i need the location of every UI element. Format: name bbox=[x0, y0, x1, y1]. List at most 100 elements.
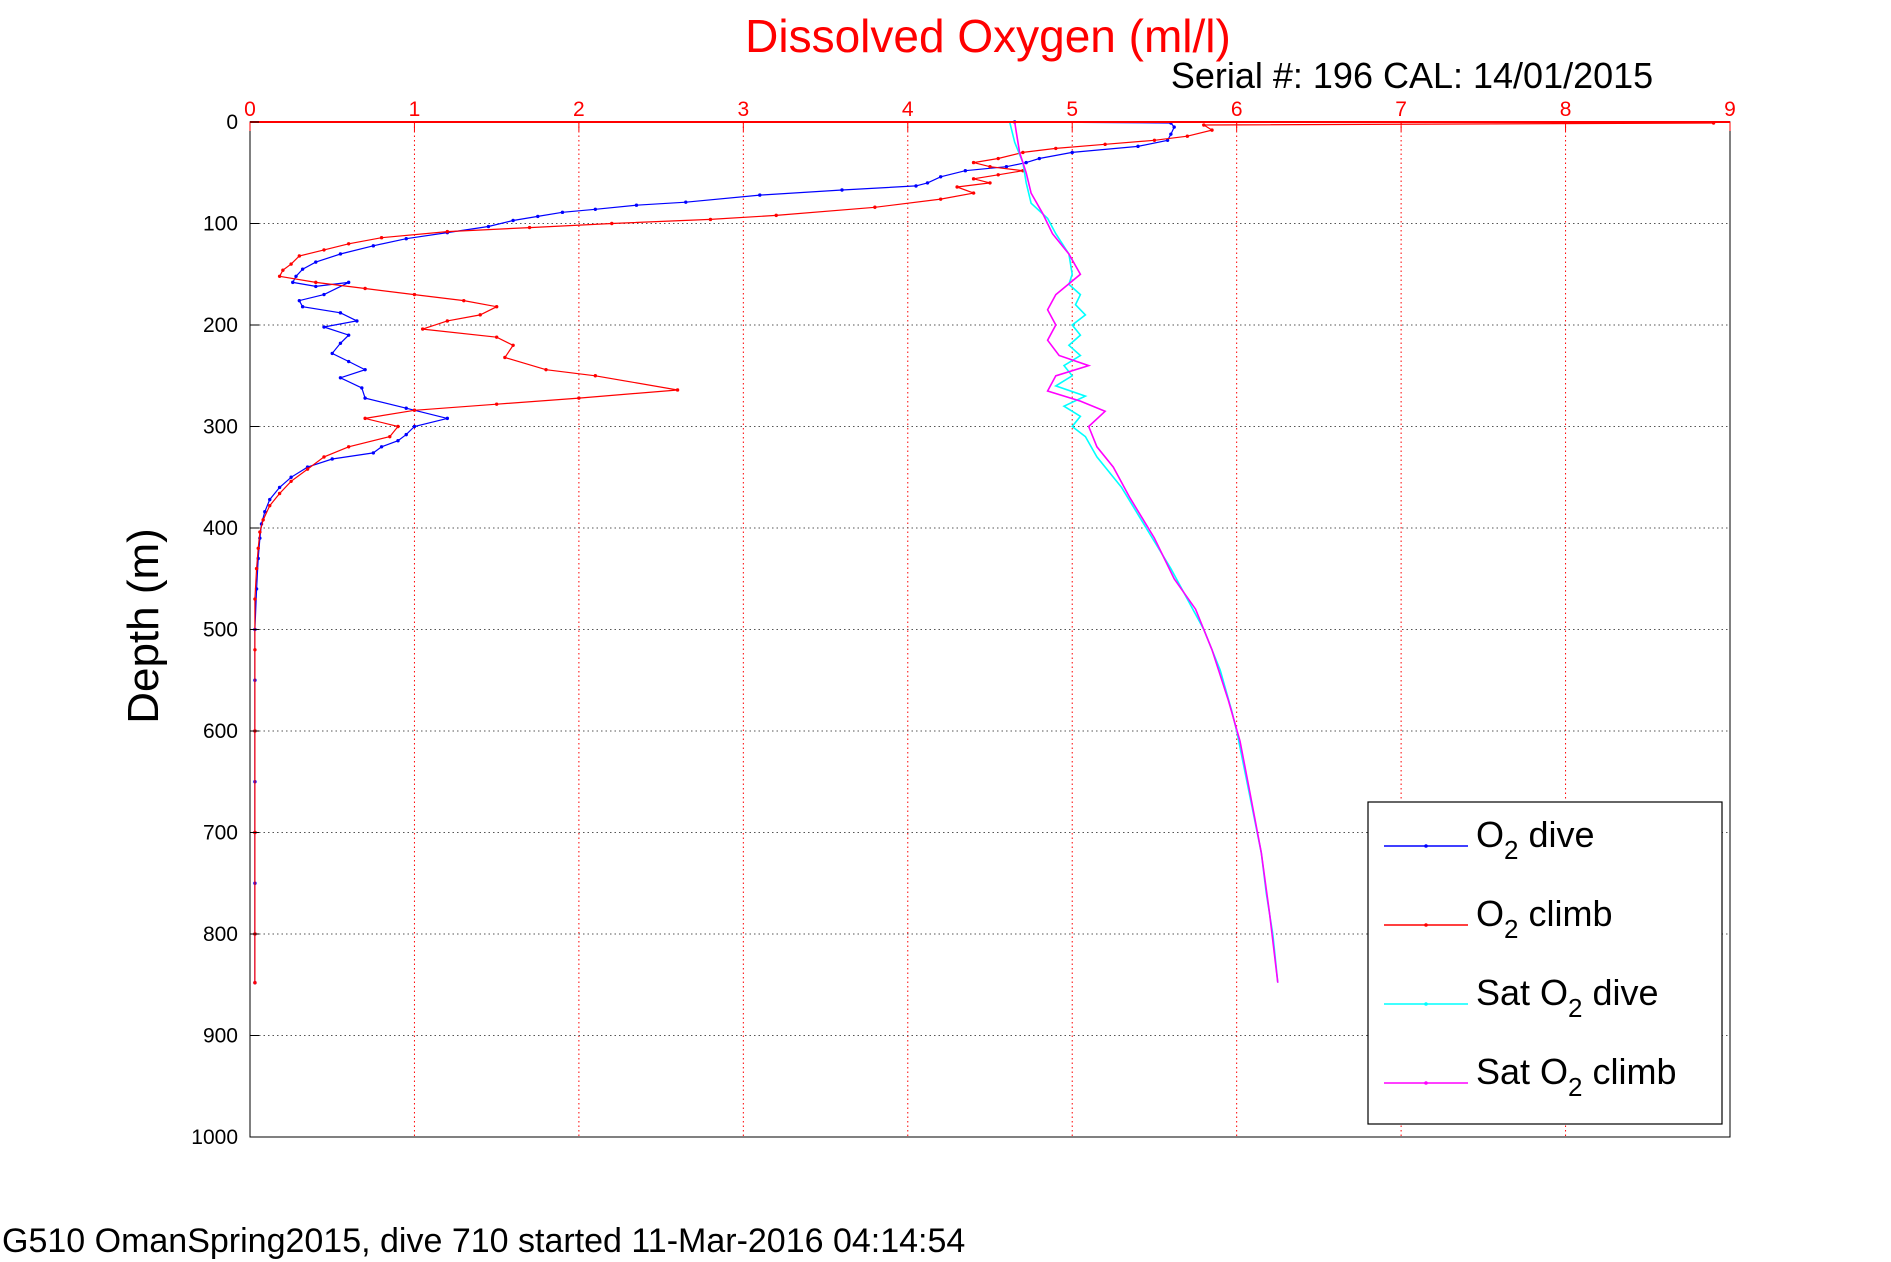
legend-item: O2 climb bbox=[1384, 893, 1613, 944]
data-point-o2-climb bbox=[478, 313, 482, 317]
data-point-o2-climb bbox=[610, 221, 614, 226]
data-point-o2-dive bbox=[322, 292, 326, 297]
data-point-o2-dive bbox=[684, 200, 688, 204]
data-point-o2-dive bbox=[1169, 132, 1173, 136]
data-point-o2-dive bbox=[300, 305, 305, 309]
data-point-o2-climb bbox=[268, 503, 272, 508]
y-tick-label: 400 bbox=[203, 517, 238, 540]
data-point-o2-climb bbox=[1202, 123, 1206, 127]
data-point-o2-dive bbox=[314, 284, 318, 289]
data-point-o2-climb bbox=[289, 479, 293, 484]
x-tick-label: 5 bbox=[1066, 98, 1078, 121]
data-point-o2-climb bbox=[297, 254, 302, 258]
data-point-o2-dive bbox=[291, 280, 295, 285]
data-point-o2-climb bbox=[462, 298, 466, 303]
data-point-o2-climb bbox=[314, 280, 318, 285]
data-point-o2-climb bbox=[1054, 146, 1058, 151]
data-point-o2-climb bbox=[494, 335, 499, 339]
data-point-o2-climb bbox=[988, 164, 992, 169]
data-point-o2-climb bbox=[258, 530, 262, 534]
data-point-o2-climb bbox=[955, 185, 959, 189]
legend-label: Sat O2 climb bbox=[1476, 1051, 1677, 1102]
data-point-o2-climb bbox=[412, 408, 417, 412]
x-tick-label: 3 bbox=[737, 98, 749, 121]
data-point-o2-climb bbox=[494, 305, 499, 309]
legend-marker bbox=[1424, 923, 1428, 927]
data-point-o2-climb bbox=[445, 229, 450, 234]
data-point-o2-dive bbox=[1070, 150, 1074, 155]
data-point-o2-dive bbox=[330, 351, 334, 356]
data-point-o2-dive bbox=[379, 445, 384, 449]
data-point-o2-climb bbox=[253, 648, 257, 652]
legend: O2 dive O2 climb Sat O2 dive Sat O2 climb bbox=[1367, 801, 1723, 1125]
data-point-o2-climb bbox=[1185, 134, 1190, 138]
data-point-o2-climb bbox=[873, 205, 877, 209]
data-point-o2-dive bbox=[297, 298, 302, 303]
series-sat-o2-climb bbox=[1013, 121, 1279, 983]
data-point-o2-climb bbox=[996, 156, 1000, 161]
data-point-o2-dive bbox=[445, 416, 450, 421]
x-tick-label: 4 bbox=[902, 98, 914, 121]
data-point-o2-dive bbox=[1004, 164, 1009, 169]
y-tick-label: 900 bbox=[203, 1025, 238, 1048]
data-point-o2-climb bbox=[379, 236, 384, 240]
chart-subtitle: Serial #: 196 CAL: 14/01/2015 bbox=[1171, 55, 1653, 96]
data-point-o2-dive bbox=[300, 267, 305, 271]
x-tick-label: 0 bbox=[244, 98, 256, 121]
data-point-o2-dive bbox=[758, 193, 762, 197]
legend-label: Sat O2 dive bbox=[1476, 972, 1659, 1023]
data-point-o2-climb bbox=[420, 327, 425, 331]
legend-item: O2 dive bbox=[1384, 814, 1595, 865]
data-point-o2-climb bbox=[971, 160, 976, 165]
data-point-o2-dive bbox=[371, 451, 376, 455]
data-point-o2-dive bbox=[346, 359, 351, 364]
x-tick-label: 9 bbox=[1724, 98, 1736, 121]
data-point-o2-climb bbox=[253, 981, 257, 985]
data-point-o2-dive bbox=[277, 485, 282, 490]
data-point-o2-dive bbox=[268, 497, 272, 502]
x-tick-label: 2 bbox=[573, 98, 585, 121]
data-point-o2-dive bbox=[360, 386, 364, 390]
series-line-o2-dive bbox=[254, 121, 1175, 983]
data-point-o2-dive bbox=[593, 207, 598, 211]
legend-marker bbox=[1424, 1081, 1428, 1085]
data-point-o2-dive bbox=[938, 175, 943, 179]
data-point-o2-dive bbox=[404, 237, 408, 241]
y-tick-label: 300 bbox=[203, 416, 238, 439]
data-point-o2-climb bbox=[396, 424, 400, 429]
data-point-o2-climb bbox=[277, 274, 282, 278]
data-point-o2-climb bbox=[1152, 138, 1157, 142]
data-point-o2-climb bbox=[774, 213, 778, 218]
data-point-o2-climb bbox=[494, 402, 499, 406]
data-point-o2-dive bbox=[1165, 138, 1170, 142]
data-point-o2-climb bbox=[388, 434, 392, 439]
legend-item: Sat O2 climb bbox=[1384, 1051, 1677, 1102]
data-point-o2-climb bbox=[254, 566, 259, 571]
data-point-o2-dive bbox=[371, 244, 376, 248]
data-point-o2-dive bbox=[1172, 125, 1176, 129]
data-point-o2-dive bbox=[330, 457, 334, 461]
data-point-o2-dive bbox=[404, 406, 408, 410]
data-point-o2-dive bbox=[925, 181, 930, 185]
legend-marker bbox=[1424, 1002, 1428, 1006]
data-point-o2-climb bbox=[1021, 150, 1025, 155]
data-point-o2-dive bbox=[338, 311, 343, 315]
data-point-o2-climb bbox=[253, 597, 257, 601]
x-tick-label: 7 bbox=[1395, 98, 1407, 121]
data-point-o2-climb bbox=[256, 546, 260, 550]
data-point-o2-dive bbox=[1136, 144, 1140, 149]
series-sat-o2-dive bbox=[1008, 121, 1279, 983]
data-point-o2-dive bbox=[560, 210, 565, 215]
data-point-o2-dive bbox=[963, 169, 968, 173]
data-point-o2-climb bbox=[289, 262, 293, 266]
data-point-o2-dive bbox=[840, 188, 844, 192]
data-point-o2-dive bbox=[914, 184, 918, 188]
data-point-o2-climb bbox=[305, 467, 310, 471]
x-tick-labels: 0 1 2 3 4 5 6 7 8 9 bbox=[244, 98, 1736, 131]
legend-marker bbox=[1424, 844, 1428, 848]
data-point-o2-dive bbox=[412, 424, 417, 429]
data-point-o2-climb bbox=[593, 374, 598, 378]
data-point-o2-climb bbox=[527, 225, 532, 230]
data-point-o2-dive bbox=[314, 260, 318, 264]
